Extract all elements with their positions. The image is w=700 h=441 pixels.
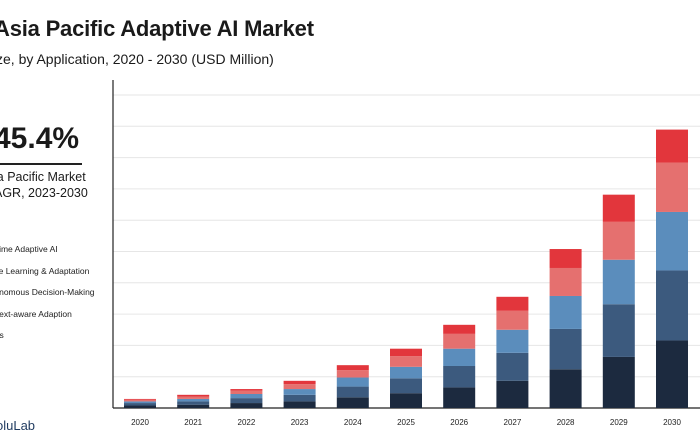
bar-segment bbox=[443, 365, 476, 388]
bar-segment bbox=[602, 356, 635, 408]
cagr-divider bbox=[0, 163, 82, 165]
bar-segment bbox=[336, 370, 369, 378]
bar-segment bbox=[283, 401, 316, 408]
bar-segment bbox=[443, 348, 476, 366]
x-tick-label: 2023 bbox=[291, 418, 309, 427]
bar-segment bbox=[124, 398, 156, 400]
bar-segment bbox=[230, 390, 263, 394]
cagr-label-line1: ia Pacific Market bbox=[0, 170, 86, 184]
x-tick-label: 2026 bbox=[450, 418, 468, 427]
bar-segment bbox=[124, 399, 156, 402]
bar-segment bbox=[283, 380, 316, 385]
bar-segment bbox=[602, 194, 635, 222]
bar-segment bbox=[230, 393, 263, 399]
bar-segment bbox=[549, 295, 582, 329]
bar-segment bbox=[124, 401, 156, 404]
bar-segment bbox=[177, 401, 210, 405]
bar-segment bbox=[230, 398, 263, 404]
bar-segment bbox=[390, 378, 422, 394]
bar-segment bbox=[283, 389, 316, 395]
bar-segment bbox=[124, 403, 156, 406]
bar-segment bbox=[230, 403, 263, 408]
legend-item: ine Learning & Adaptation bbox=[0, 265, 90, 276]
chart-title: Asia Pacific Adaptive AI Market bbox=[0, 16, 314, 41]
legend-item: tonomous Decision-Making bbox=[0, 287, 95, 297]
bar-segment bbox=[656, 211, 688, 271]
legend-item: ntext-aware Adaption bbox=[0, 308, 72, 319]
bar-segment bbox=[656, 162, 688, 212]
x-tick-label: 2024 bbox=[344, 418, 362, 427]
x-tick-label: 2030 bbox=[663, 418, 681, 427]
bar-segment bbox=[549, 369, 582, 408]
bar-segment bbox=[177, 394, 210, 397]
x-tick-label: 2027 bbox=[504, 418, 522, 427]
bar-segment bbox=[390, 348, 422, 357]
bar-segment bbox=[390, 366, 422, 379]
bar-segment bbox=[443, 387, 476, 408]
bar-segment bbox=[549, 267, 582, 296]
bar-segment bbox=[549, 249, 582, 268]
bar-segment bbox=[177, 398, 210, 402]
chart-subtitle: ze, by Application, 2020 - 2030 (USD Mil… bbox=[0, 51, 274, 67]
bar-segment bbox=[230, 389, 263, 391]
chart-legend: l-time Adaptive AI ine Learning & Adapta… bbox=[0, 244, 95, 352]
bar-segment bbox=[283, 394, 316, 402]
bar-segment bbox=[602, 304, 635, 357]
brand-logo-text: oluLab bbox=[0, 418, 36, 433]
bar-segment bbox=[549, 328, 582, 370]
bar-segment bbox=[496, 380, 529, 408]
cagr-value: 45.4% bbox=[0, 122, 80, 155]
cagr-label-line2: AGR, 2023-2030 bbox=[0, 186, 88, 200]
bar-segment bbox=[443, 324, 476, 334]
bar-segment bbox=[443, 333, 476, 349]
bar-segment bbox=[177, 396, 210, 399]
bar-segment bbox=[496, 296, 529, 311]
bar-segment bbox=[496, 310, 529, 330]
bar-segment bbox=[656, 270, 688, 341]
bar-segment bbox=[496, 329, 529, 353]
bar-segment bbox=[390, 393, 422, 408]
legend-item: l-time Adaptive AI bbox=[0, 244, 58, 254]
bar-segment bbox=[602, 259, 635, 305]
bar-segment bbox=[283, 384, 316, 390]
legend-item: ers bbox=[0, 330, 4, 340]
bar-segment bbox=[336, 386, 369, 398]
x-tick-label: 2028 bbox=[557, 418, 575, 427]
bar-segment bbox=[177, 404, 210, 408]
bar-segment bbox=[656, 340, 688, 408]
x-tick-label: 2020 bbox=[131, 418, 149, 427]
x-tick-label: 2022 bbox=[238, 418, 256, 427]
bar-segment bbox=[124, 405, 156, 408]
cagr-label: ia Pacific Market AGR, 2023-2030 bbox=[0, 169, 88, 201]
bar-segment bbox=[390, 356, 422, 367]
bar-segment bbox=[336, 397, 369, 408]
x-tick-label: 2029 bbox=[610, 418, 628, 427]
bar-segment bbox=[496, 352, 529, 381]
x-tick-label: 2025 bbox=[397, 418, 415, 427]
bar-segment bbox=[656, 129, 688, 163]
bar-segment bbox=[602, 221, 635, 260]
bar-segment bbox=[336, 377, 369, 387]
x-tick-label: 2021 bbox=[184, 418, 202, 427]
bar-segment bbox=[336, 365, 369, 371]
